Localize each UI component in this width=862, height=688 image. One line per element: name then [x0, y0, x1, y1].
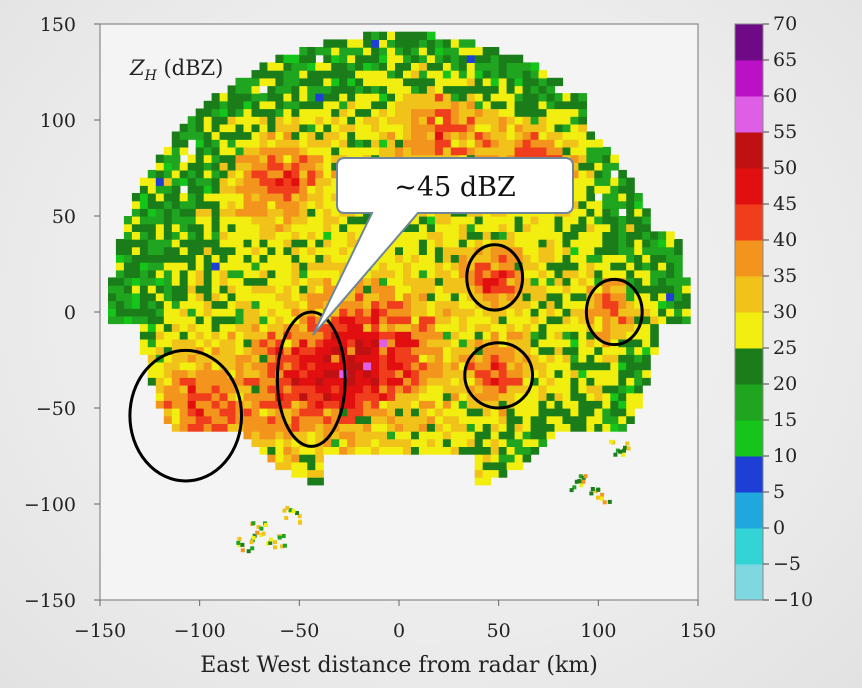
colorbar-tick-label: −10: [773, 589, 813, 611]
x-tick-label: 50: [487, 620, 511, 642]
y-tick-label: −100: [24, 494, 76, 516]
x-axis: −150 −100 −50 0 50 100 150: [74, 600, 716, 642]
callout-text: ~45 dBZ: [394, 172, 515, 203]
highlight-ellipse: [584, 277, 644, 347]
y-axis: −150 −100 −50 0 50 100 150: [24, 14, 100, 612]
colorbar-tick-label: 65: [773, 49, 797, 71]
highlight-ellipse: [463, 341, 535, 410]
colorbar-tick-label: 70: [773, 13, 797, 35]
colorbar-segment: [735, 276, 763, 313]
colorbar-tick-label: 0: [773, 517, 785, 539]
colorbar-tick-label: 45: [773, 193, 797, 215]
y-tick-label: 150: [40, 14, 76, 36]
colorbar-segment: [735, 24, 763, 61]
colorbar-segment: [735, 564, 763, 601]
x-tick-label: 0: [393, 620, 405, 642]
colorbar-tick-label: 30: [773, 301, 797, 323]
colorbar-tick-label: 25: [773, 337, 797, 359]
colorbar-tick-label: 20: [773, 373, 797, 395]
y-tick-label: 50: [52, 206, 76, 228]
x-tick-label: 100: [580, 620, 616, 642]
x-tick-label: −100: [174, 620, 226, 642]
title-unit: (dBZ): [157, 56, 224, 80]
colorbar-tick-label: 60: [773, 85, 797, 107]
colorbar-tick-label: 15: [773, 409, 797, 431]
colorbar-segment: [735, 456, 763, 493]
y-tick-label: −50: [36, 398, 76, 420]
colorbar-segment: [735, 204, 763, 241]
colorbar: −10 −5 0 5 10 15 20 25 30 35 40 45 50 55 60 65 70: [734, 13, 813, 611]
highlight-ellipse: [465, 243, 525, 312]
y-tick-label: 0: [64, 302, 76, 324]
highlight-ellipse: [275, 310, 347, 448]
x-tick-label: −150: [74, 620, 126, 642]
colorbar-tick-label: 5: [773, 481, 785, 503]
y-tick-label: 100: [40, 110, 76, 132]
title-main: Z: [129, 56, 145, 80]
colorbar-tick-label: 40: [773, 229, 797, 251]
colorbar-segment: [735, 96, 763, 133]
colorbar-segment: [735, 348, 763, 385]
colorbar-segment: [735, 420, 763, 457]
x-tick-label: −50: [279, 620, 319, 642]
colorbar-tick-label: 50: [773, 157, 797, 179]
callout-bubble: [312, 157, 574, 336]
x-axis-label: East West distance from radar (km): [200, 653, 598, 678]
highlight-ellipses: [128, 243, 644, 483]
colorbar-tick-label: 10: [773, 445, 797, 467]
colorbar-tick-label: −5: [773, 553, 801, 575]
highlight-ellipse: [128, 348, 244, 483]
y-tick-label: −150: [24, 590, 76, 612]
colorbar-tick-label: 35: [773, 265, 797, 287]
colorbar-segment: [735, 60, 763, 97]
x-tick-label: 150: [680, 620, 716, 642]
colorbar-segment: [735, 528, 763, 565]
colorbar-segment: [735, 240, 763, 277]
colorbar-segment: [735, 384, 763, 421]
colorbar-segment: [735, 312, 763, 349]
title-subscript: H: [144, 68, 158, 84]
svg-text:ZH (dBZ): ZH (dBZ): [129, 56, 223, 84]
callout: ~45 dBZ: [312, 157, 574, 336]
colorbar-segment: [735, 492, 763, 529]
colorbar-segment: [735, 168, 763, 205]
colorbar-segment: [735, 132, 763, 169]
colorbar-tick-label: 55: [773, 121, 797, 143]
plot-title: ZH (dBZ): [129, 56, 223, 84]
